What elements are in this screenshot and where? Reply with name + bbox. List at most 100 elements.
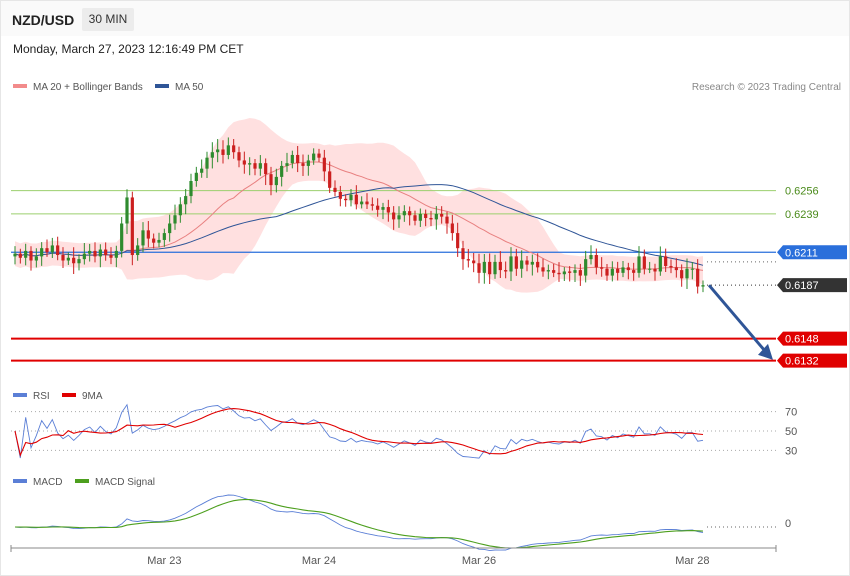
- candle: [317, 148, 321, 162]
- candle: [34, 248, 38, 268]
- candle: [72, 247, 76, 275]
- candle-body: [541, 267, 545, 272]
- candle-body: [381, 207, 385, 210]
- level-label-current: 0.6187: [785, 280, 819, 292]
- candle: [45, 239, 49, 257]
- legend-ma50-label: MA 50: [175, 82, 204, 93]
- forecast-arrow-shaft: [707, 284, 766, 351]
- candle: [610, 261, 614, 282]
- candle-body: [509, 256, 513, 272]
- ma50-line: [14, 184, 704, 266]
- level-label-box-support: [777, 353, 847, 368]
- x-axis-tick-label: Mar 24: [302, 555, 336, 567]
- candle-body: [504, 270, 508, 272]
- candle: [669, 259, 673, 274]
- datetime-label: Monday, March 27, 2023 12:16:49 PM CET: [13, 42, 244, 56]
- candle-body: [109, 255, 113, 258]
- candle: [120, 216, 124, 258]
- candle: [429, 210, 433, 227]
- candle-body: [642, 256, 646, 269]
- candle-body: [472, 260, 476, 264]
- candle: [146, 221, 150, 248]
- moving-averages: [14, 161, 704, 271]
- legend-rsi-ma-swatch: [62, 393, 76, 397]
- candle: [24, 243, 28, 266]
- candle: [189, 173, 193, 204]
- candle: [130, 191, 134, 266]
- candle-body: [360, 201, 364, 205]
- candle: [408, 206, 412, 226]
- candle: [184, 188, 188, 215]
- candle: [376, 198, 380, 217]
- candle-body: [424, 213, 428, 219]
- candle-body: [34, 256, 38, 261]
- macd-signal-line: [14, 499, 704, 549]
- candle: [264, 158, 268, 186]
- candle-body: [589, 255, 593, 260]
- candle: [424, 209, 428, 227]
- candle-body: [104, 249, 108, 256]
- legend-rsi-swatch: [13, 393, 27, 397]
- candle-body: [296, 154, 300, 164]
- candle: [216, 138, 220, 163]
- candle: [488, 253, 492, 285]
- candle: [237, 146, 241, 168]
- candle-body: [562, 271, 566, 275]
- candle: [445, 211, 449, 234]
- candle-body: [674, 267, 678, 271]
- candle: [232, 139, 236, 159]
- candle-body: [280, 165, 284, 177]
- candle: [450, 214, 454, 241]
- candle: [402, 205, 406, 222]
- candle: [466, 248, 470, 268]
- candle-body: [669, 265, 673, 268]
- candle-body: [648, 268, 652, 270]
- main-legend: MA 20 + Bollinger Bands MA 50: [13, 82, 204, 93]
- candle: [392, 206, 396, 230]
- candle-body: [530, 261, 534, 265]
- legend-macd-signal-swatch: [75, 479, 89, 483]
- candle: [365, 193, 369, 210]
- candle-body: [77, 259, 81, 264]
- candle-body: [290, 154, 294, 164]
- candle-body: [450, 223, 454, 234]
- candle-body: [605, 268, 609, 276]
- candle-body: [328, 171, 332, 188]
- candle: [498, 251, 502, 279]
- candle-body: [690, 268, 694, 270]
- candle-body: [285, 163, 289, 166]
- bollinger-band-area: [15, 118, 703, 293]
- level-label-pivot: 0.6211: [785, 247, 818, 259]
- candle: [322, 149, 326, 182]
- candle: [56, 236, 60, 261]
- candle-body: [701, 285, 705, 287]
- candle: [274, 168, 278, 193]
- rsi-level-label: 70: [785, 407, 797, 419]
- candle-body: [488, 261, 492, 275]
- candle-body: [664, 256, 668, 266]
- rsi-legend: RSI 9MA: [13, 391, 103, 402]
- candle-body: [258, 163, 262, 169]
- candle: [66, 252, 70, 265]
- candle-body: [621, 267, 625, 273]
- macd-panel: 0: [14, 494, 791, 552]
- candle: [162, 228, 166, 247]
- candle-body: [376, 205, 380, 210]
- candle-body: [408, 211, 412, 216]
- candle: [589, 245, 593, 265]
- candle-body: [354, 194, 358, 205]
- timeframe-button[interactable]: 30 MIN: [82, 8, 134, 31]
- candle: [301, 154, 305, 176]
- candle: [680, 264, 684, 287]
- candle: [685, 258, 689, 289]
- rsi-level-label: 30: [785, 445, 797, 457]
- candle: [221, 140, 225, 164]
- candle-body: [440, 213, 444, 217]
- candle: [173, 204, 177, 230]
- candle-body: [40, 248, 44, 257]
- candle-body: [242, 160, 246, 165]
- candle: [626, 262, 630, 280]
- candle: [104, 242, 108, 261]
- x-axis-tick-label: Mar 26: [462, 555, 496, 567]
